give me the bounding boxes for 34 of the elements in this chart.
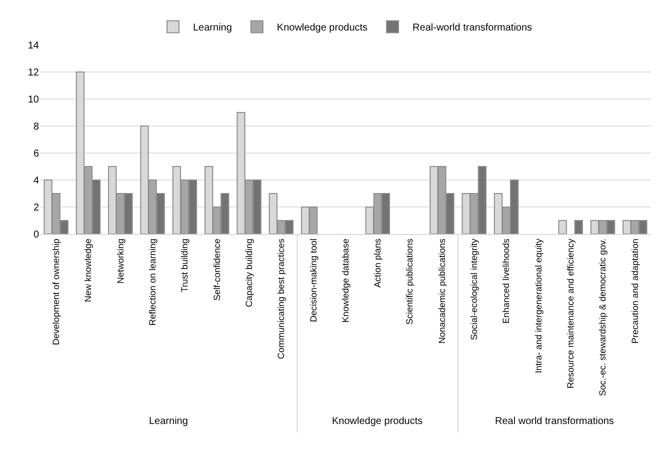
bar [574,220,583,234]
x-tick-label: New knowledge [83,238,94,302]
y-tick-label: 14 [28,40,40,52]
text: Learning [149,416,188,427]
x-tick-label: Social-ecological integrity [469,238,480,340]
x-tick-label: Action plans [372,238,383,288]
legend-label: Real-world transformations [412,22,532,34]
x-tick-label: Trust building [180,238,190,292]
y-tick-label: 0 [33,230,40,240]
text: Real world transformations [495,416,614,427]
y-tick-label: 12 [28,68,40,78]
x-tick-label: Reflection on learning [147,238,158,326]
x-tick-label: Decision-making tool [308,238,318,322]
legend-label: Knowledge products [276,22,368,34]
y-tick-label: 4 [33,176,40,186]
x-tick-label: Capacity building [244,238,254,308]
x-tick-label: Intra- and intergenerational equity [533,238,544,374]
x-tick-label: Soc.-ec. stewardship & democratic gov. [598,238,608,396]
x-tick-label: Networking [115,238,126,284]
x-tick-label: Precaution and adaptation [630,238,640,344]
y-tick-label: 2 [33,202,40,214]
x-tick-label: Knowledge database [340,238,350,323]
x-tick-label: Scientific publications [404,238,415,325]
x-tick-label: Development of ownership [51,238,62,346]
y-tick-label: 8 [33,122,40,132]
x-tick-label: Nonacademic publications [436,238,447,344]
text: Knowledge products [332,416,423,427]
legend-label: Learning [193,22,232,34]
x-tick-label: Enhanced livelihoods [501,238,512,324]
y-tick-label: 6 [33,148,40,160]
x-tick-label: Resource maintenance and efficiency [566,238,576,389]
y-tick-label: 10 [28,94,40,106]
x-tick-label: Communicating best practices [276,238,286,360]
x-tick-label: Self-confidence [212,238,222,301]
